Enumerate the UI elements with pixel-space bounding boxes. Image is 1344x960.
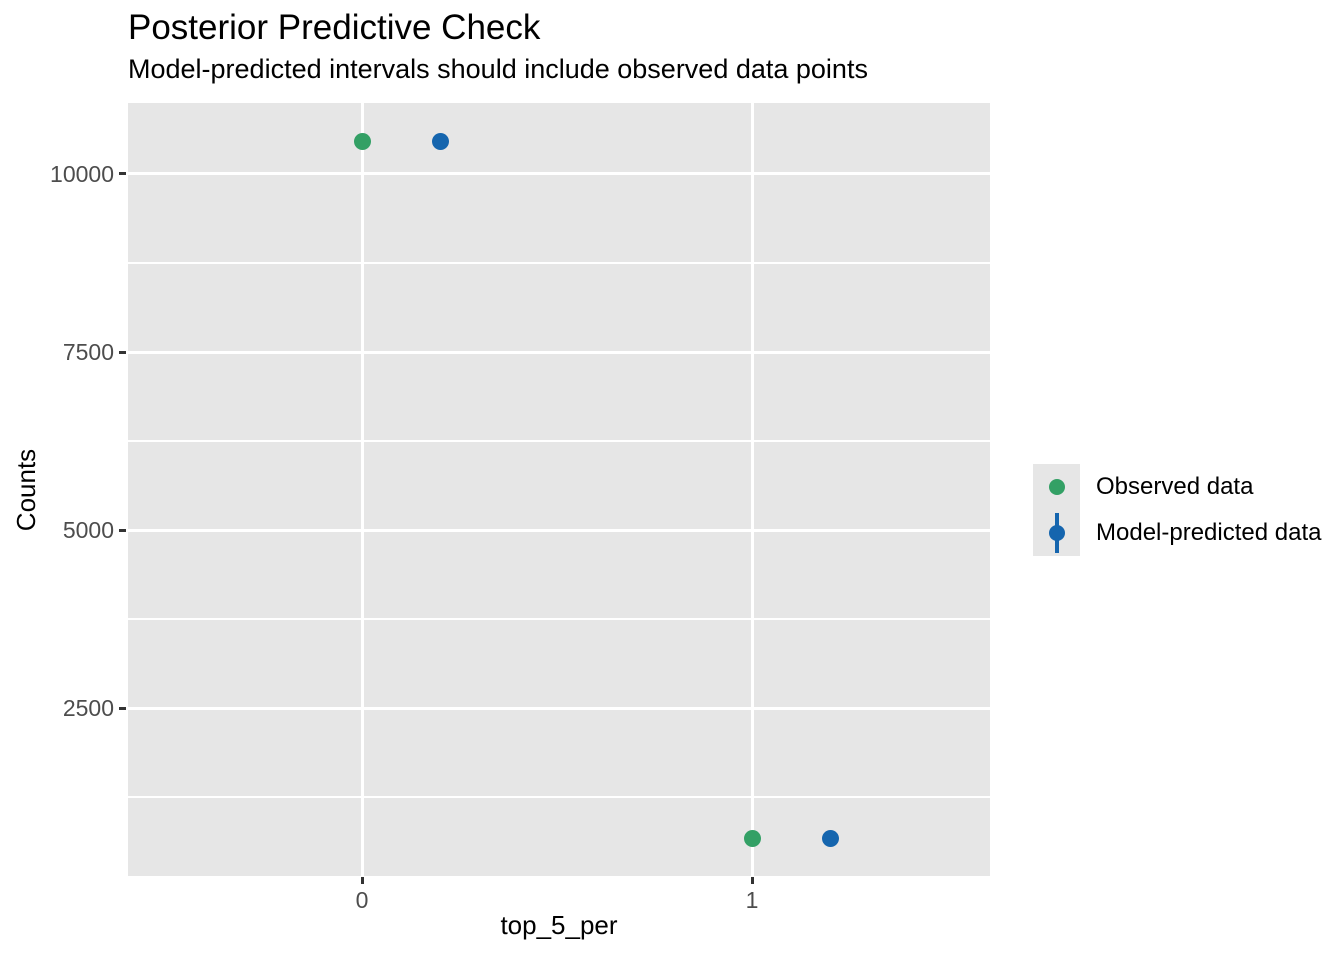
gridline-major-y [128, 528, 990, 532]
gridline-major-y [128, 706, 990, 710]
plot-subtitle: Model-predicted intervals should include… [128, 54, 868, 84]
x-tick-label: 0 [355, 887, 369, 913]
data-point-predicted [821, 829, 839, 847]
legend-item-observed: Observed data [1033, 464, 1321, 510]
legend-item-predicted: Model-predicted data [1033, 510, 1321, 556]
data-point-observed [353, 132, 371, 150]
legend-label-observed: Observed data [1096, 473, 1254, 500]
y-tick-mark [119, 172, 126, 176]
plot-title: Posterior Predictive Check [128, 8, 541, 47]
predicted-point-icon [1048, 525, 1065, 541]
y-tick-mark [119, 528, 126, 532]
x-tick-label: 1 [745, 887, 759, 913]
legend: Observed data Model-predicted data [1033, 464, 1321, 556]
y-tick-mark [119, 350, 126, 354]
data-point-observed [743, 829, 761, 847]
gridline-major-y [128, 172, 990, 176]
x-axis-title: top_5_per [500, 910, 618, 940]
observed-point-icon [1048, 479, 1065, 495]
plot-panel [128, 103, 990, 876]
data-point-predicted [431, 132, 449, 150]
gridline-major-x [750, 103, 754, 876]
y-tick-label: 10000 [50, 160, 114, 187]
gridline-minor-y [128, 440, 990, 442]
y-tick-label: 5000 [62, 517, 114, 543]
legend-label-predicted: Model-predicted data [1096, 519, 1322, 546]
y-tick-label: 2500 [62, 695, 114, 722]
legend-key-observed [1033, 464, 1080, 510]
gridline-minor-y [128, 262, 990, 264]
y-tick-mark [119, 706, 126, 710]
y-axis-title: Counts [11, 448, 41, 532]
x-tick-mark [360, 877, 364, 884]
legend-key-predicted [1033, 510, 1080, 556]
gridline-minor-y [128, 796, 990, 798]
gridline-major-x [360, 103, 364, 876]
gridline-minor-y [128, 618, 990, 620]
y-tick-label: 7500 [62, 339, 114, 365]
gridline-major-y [128, 350, 990, 354]
x-tick-mark [750, 877, 754, 884]
